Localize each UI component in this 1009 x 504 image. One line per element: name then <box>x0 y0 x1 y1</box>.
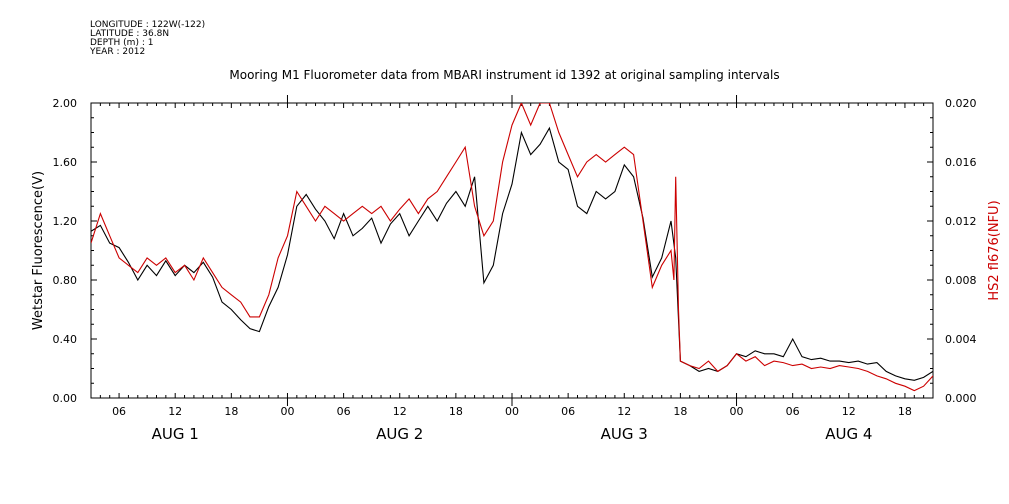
chart-title: Mooring M1 Fluorometer data from MBARI i… <box>229 68 780 82</box>
y-left-tick-label: 0.00 <box>53 392 78 405</box>
y-right-tick-label: 0.008 <box>945 274 977 287</box>
y-right-tick-label: 0.020 <box>945 97 977 110</box>
y-right-tick-label: 0.004 <box>945 333 977 346</box>
x-tick-label: 00 <box>505 405 519 418</box>
x-tick-label: 06 <box>112 405 126 418</box>
x-tick-label: 12 <box>617 405 631 418</box>
x-tick-label: 00 <box>280 405 294 418</box>
y-left-tick-label: 1.20 <box>53 215 78 228</box>
y-right-tick-label: 0.000 <box>945 392 977 405</box>
y-left-tick-label: 2.00 <box>53 97 78 110</box>
plot-frame <box>90 102 934 399</box>
latitude-label: LATITUDE : 36.8N <box>90 29 170 39</box>
x-tick-label: 18 <box>224 405 238 418</box>
x-tick-label: 12 <box>842 405 856 418</box>
x-tick-label: 06 <box>786 405 800 418</box>
x-tick-label: 18 <box>898 405 912 418</box>
series-line-wetstar <box>91 126 933 381</box>
year-label: YEAR : 2012 <box>90 47 146 57</box>
x-tick-label: 12 <box>393 405 407 418</box>
y-left-tick-label: 0.40 <box>53 333 78 346</box>
series-line-hs2 <box>91 103 933 392</box>
y-left-tick-label: 1.60 <box>53 156 78 169</box>
x-day-label: AUG 3 <box>601 425 648 443</box>
y-right-axis-label: HS2 fl676(NFU) <box>987 200 1002 300</box>
y-right-tick-label: 0.016 <box>945 156 977 169</box>
x-day-label: AUG 1 <box>152 425 199 443</box>
x-day-label: AUG 2 <box>376 425 423 443</box>
x-tick-label: 18 <box>673 405 687 418</box>
depth-label: DEPTH (m) : 1 <box>90 38 154 48</box>
x-day-label: AUG 4 <box>825 425 872 443</box>
x-tick-label: 06 <box>337 405 351 418</box>
x-tick-label: 00 <box>730 405 744 418</box>
longitude-label: LONGITUDE : 122W(-122) <box>90 20 206 30</box>
y-left-tick-label: 0.80 <box>53 274 78 287</box>
x-tick-label: 06 <box>561 405 575 418</box>
x-tick-label: 12 <box>168 405 182 418</box>
y-right-tick-label: 0.012 <box>945 215 977 228</box>
y-left-axis-label: Wetstar Fluorescence(V) <box>31 171 46 330</box>
x-tick-label: 18 <box>449 405 463 418</box>
